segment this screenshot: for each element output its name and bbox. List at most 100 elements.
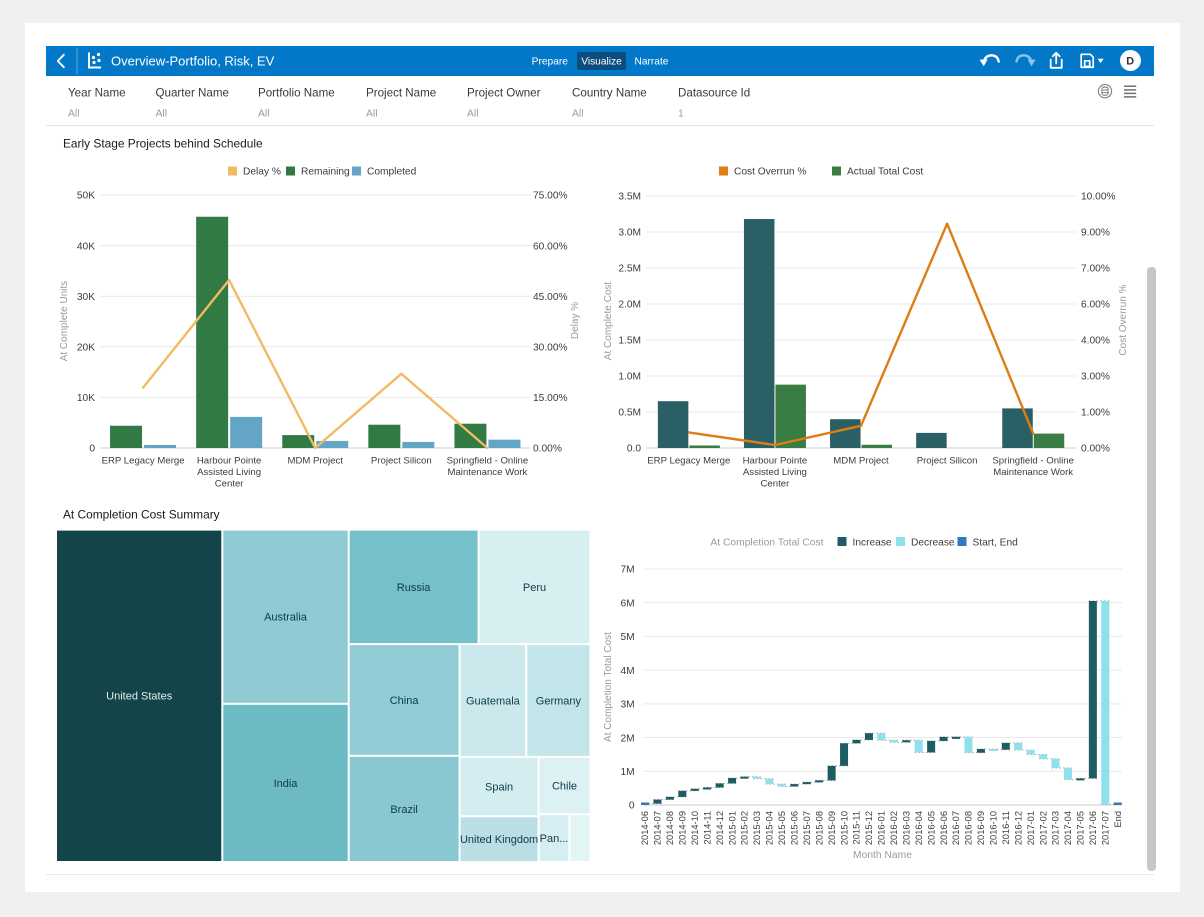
svg-text:9.00%: 9.00%: [1081, 228, 1110, 239]
svg-text:45.00%: 45.00%: [533, 292, 568, 303]
svg-text:2017-01: 2017-01: [1026, 811, 1036, 845]
svg-text:Maintenance Work: Maintenance Work: [993, 467, 1073, 478]
svg-text:All: All: [68, 109, 80, 120]
svg-text:60.00%: 60.00%: [533, 241, 568, 252]
svg-text:1.0M: 1.0M: [618, 372, 641, 383]
svg-text:Narrate: Narrate: [635, 57, 669, 68]
svg-text:Visualize: Visualize: [581, 57, 622, 68]
svg-text:2015-12: 2015-12: [864, 811, 874, 845]
svg-text:End: End: [1113, 811, 1123, 828]
svg-text:At Completion Cost Summary: At Completion Cost Summary: [63, 508, 220, 522]
svg-text:2017-04: 2017-04: [1063, 811, 1073, 845]
svg-text:All: All: [467, 109, 479, 120]
svg-text:2M: 2M: [620, 733, 634, 744]
svg-text:2016-07: 2016-07: [951, 811, 961, 845]
svg-text:Remaining: Remaining: [301, 167, 350, 178]
svg-text:Project Silicon: Project Silicon: [917, 456, 978, 467]
svg-text:Completed: Completed: [367, 167, 417, 178]
svg-text:7M: 7M: [620, 565, 634, 576]
svg-text:Assisted Living: Assisted Living: [743, 467, 807, 478]
svg-text:Cost Overrun %: Cost Overrun %: [734, 167, 806, 178]
svg-text:10.00%: 10.00%: [1081, 192, 1116, 203]
svg-text:Australia: Australia: [264, 612, 308, 624]
svg-text:2015-03: 2015-03: [752, 811, 762, 845]
svg-text:10K: 10K: [77, 393, 95, 404]
svg-text:Brazil: Brazil: [390, 804, 418, 816]
svg-text:1.5M: 1.5M: [618, 336, 641, 347]
svg-text:Spain: Spain: [485, 782, 513, 794]
svg-text:1: 1: [678, 109, 684, 120]
svg-text:2.0M: 2.0M: [618, 300, 641, 311]
svg-text:United Kingdom: United Kingdom: [460, 834, 538, 846]
svg-text:2014-08: 2014-08: [665, 811, 675, 845]
svg-text:Country Name: Country Name: [572, 87, 647, 100]
svg-text:2017-06: 2017-06: [1088, 811, 1098, 845]
svg-text:2017-03: 2017-03: [1051, 811, 1061, 845]
svg-text:2014-12: 2014-12: [715, 811, 725, 845]
svg-text:6.00%: 6.00%: [1081, 300, 1110, 311]
svg-text:2015-02: 2015-02: [740, 811, 750, 845]
svg-text:2015-07: 2015-07: [802, 811, 812, 845]
svg-text:India: India: [274, 778, 299, 790]
svg-text:0.00%: 0.00%: [533, 444, 562, 455]
svg-text:2016-08: 2016-08: [964, 811, 974, 845]
svg-text:Increase: Increase: [853, 538, 892, 549]
svg-text:4.00%: 4.00%: [1081, 336, 1110, 347]
svg-text:Russia: Russia: [397, 582, 432, 594]
svg-text:All: All: [258, 109, 270, 120]
svg-text:Start, End: Start, End: [973, 538, 1019, 549]
svg-text:50K: 50K: [77, 191, 95, 202]
svg-text:2016-05: 2016-05: [926, 811, 936, 845]
svg-text:Center: Center: [761, 479, 791, 490]
svg-text:2016-11: 2016-11: [1001, 811, 1011, 844]
svg-text:7.00%: 7.00%: [1081, 264, 1110, 275]
svg-text:Guatemala: Guatemala: [466, 695, 521, 707]
svg-text:All: All: [572, 109, 584, 120]
svg-text:3M: 3M: [620, 700, 634, 711]
svg-text:Peru: Peru: [523, 582, 546, 594]
svg-text:Chile: Chile: [552, 780, 577, 792]
svg-text:2015-09: 2015-09: [827, 811, 837, 845]
svg-text:United States: United States: [106, 691, 173, 703]
svg-text:2016-10: 2016-10: [989, 811, 999, 845]
svg-text:2015-06: 2015-06: [790, 811, 800, 845]
svg-text:0.0: 0.0: [627, 444, 641, 455]
svg-text:2015-08: 2015-08: [814, 811, 824, 845]
svg-text:Portfolio Name: Portfolio Name: [258, 87, 335, 100]
svg-text:MDM Project: MDM Project: [833, 456, 889, 467]
svg-text:20K: 20K: [77, 343, 95, 354]
svg-text:At Complete Units: At Complete Units: [59, 281, 70, 362]
svg-text:At Completion Total Cost: At Completion Total Cost: [603, 632, 614, 742]
svg-text:Datasource Id: Datasource Id: [678, 87, 750, 100]
svg-text:2015-04: 2015-04: [765, 811, 775, 845]
svg-text:2015-01: 2015-01: [727, 811, 737, 845]
svg-text:30.00%: 30.00%: [533, 343, 568, 354]
svg-text:4M: 4M: [620, 666, 634, 677]
svg-text:Project Silicon: Project Silicon: [371, 456, 432, 467]
svg-text:ERP Legacy Merge: ERP Legacy Merge: [647, 456, 730, 467]
svg-text:2016-03: 2016-03: [902, 811, 912, 845]
svg-text:0.00%: 0.00%: [1081, 444, 1110, 455]
svg-text:3.5M: 3.5M: [618, 192, 641, 203]
svg-text:All: All: [366, 109, 378, 120]
svg-text:Center: Center: [215, 479, 245, 490]
svg-text:Cost Overrun %: Cost Overrun %: [1118, 284, 1129, 355]
svg-text:2015-11: 2015-11: [852, 811, 862, 844]
svg-text:Germany: Germany: [536, 695, 582, 707]
svg-text:Pan...: Pan...: [540, 833, 569, 845]
svg-text:MDM Project: MDM Project: [287, 456, 343, 467]
svg-text:2.5M: 2.5M: [618, 264, 641, 275]
svg-text:Quarter Name: Quarter Name: [156, 87, 229, 100]
svg-text:2017-07: 2017-07: [1101, 811, 1111, 845]
svg-text:2016-02: 2016-02: [889, 811, 899, 845]
svg-text:2017-02: 2017-02: [1038, 811, 1048, 845]
svg-text:Overview-Portfolio, Risk, EV: Overview-Portfolio, Risk, EV: [111, 54, 275, 69]
svg-text:Harbour Pointe: Harbour Pointe: [743, 456, 808, 467]
svg-text:Springfield - Online: Springfield - Online: [992, 456, 1074, 467]
svg-text:1M: 1M: [620, 767, 634, 778]
svg-text:5M: 5M: [620, 632, 634, 643]
svg-text:ERP Legacy Merge: ERP Legacy Merge: [102, 456, 185, 467]
svg-text:At Completion Total Cost: At Completion Total Cost: [710, 538, 823, 549]
svg-text:Actual Total Cost: Actual Total Cost: [847, 167, 923, 178]
svg-text:2015-05: 2015-05: [777, 811, 787, 845]
